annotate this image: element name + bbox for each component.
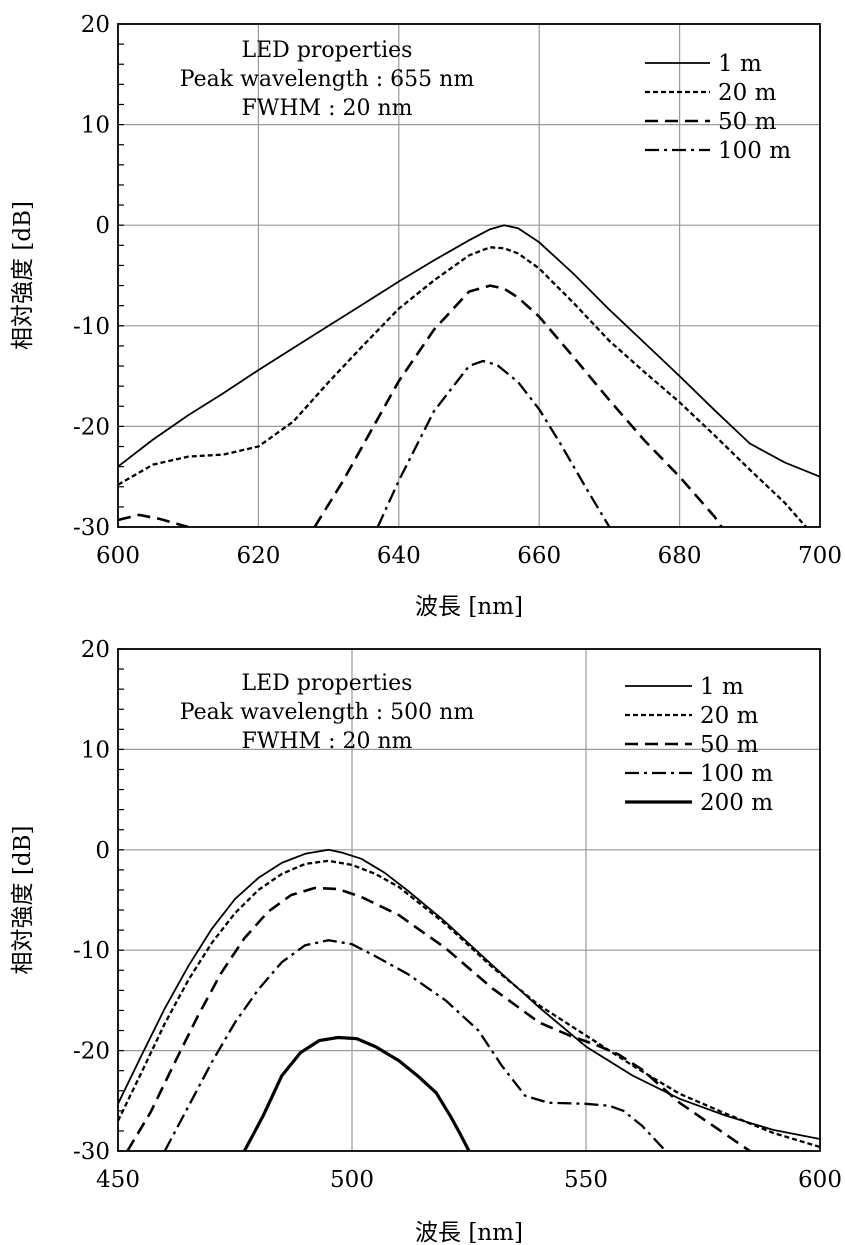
legend-label: 100 m: [700, 761, 773, 787]
annotation-line: Peak wavelength : 655 nm: [180, 67, 475, 92]
y-tick-label: 20: [81, 12, 110, 38]
y-tick-label: -30: [73, 1139, 110, 1165]
legend-label: 20 m: [718, 80, 777, 106]
annotation-line: FWHM : 20 nm: [241, 96, 412, 121]
x-axis-label: 波長 [nm]: [415, 1220, 523, 1245]
x-tick-label: 500: [330, 1167, 374, 1193]
y-tick-label: 0: [95, 213, 110, 239]
legend-label: 50 m: [718, 109, 777, 135]
y-tick-label: -10: [73, 314, 110, 340]
series-line-100m: [163, 939, 667, 1151]
series-line-1m: [118, 224, 820, 478]
y-tick-label: -10: [73, 938, 110, 964]
annotation-line: Peak wavelength : 500 nm: [180, 700, 475, 725]
y-tick-label: -20: [73, 1039, 110, 1065]
y-axis-label: 相対強度 [dB]: [10, 201, 36, 350]
x-tick-label: 600: [96, 543, 140, 569]
legend-label: 100 m: [718, 138, 791, 164]
legend-label: 200 m: [700, 790, 773, 816]
legend-label: 20 m: [700, 703, 759, 729]
y-tick-label: 10: [81, 113, 110, 139]
series-line-50m: [118, 284, 723, 527]
y-tick-label: 0: [95, 838, 110, 864]
legend-label: 1 m: [718, 51, 762, 77]
x-tick-label: 600: [798, 1167, 842, 1193]
y-tick-label: 20: [81, 637, 110, 663]
series-line-20m: [118, 246, 807, 527]
x-tick-label: 660: [517, 543, 561, 569]
y-tick-label: 10: [81, 737, 110, 763]
annotation-line: LED properties: [242, 38, 413, 63]
legend: 1 m 20 m 50 m 100 m 200 m: [625, 674, 773, 816]
series-line-50m: [126, 886, 751, 1151]
y-axis-label: 相対強度 [dB]: [10, 826, 36, 975]
plot-area: [118, 24, 820, 527]
y-tick-label: -20: [73, 414, 110, 440]
plot-frame: [117, 648, 821, 1152]
y-tick-label: -30: [73, 515, 110, 541]
series-line-20m: [118, 859, 820, 1149]
x-tick-label: 620: [236, 543, 280, 569]
series-line-1m: [118, 848, 820, 1140]
x-tick-label: 550: [564, 1167, 608, 1193]
legend-label: 1 m: [700, 674, 744, 700]
series-line-200m: [242, 1035, 471, 1151]
annotation-line: LED properties: [242, 671, 413, 696]
legend-label: 50 m: [700, 732, 759, 758]
plot-frame: [117, 23, 821, 528]
x-axis-label: 波長 [nm]: [415, 594, 523, 620]
x-tick-label: 640: [377, 543, 421, 569]
x-tick-label: 700: [798, 543, 842, 569]
annotation-line: FWHM : 20 nm: [241, 729, 412, 754]
x-tick-label: 680: [658, 543, 702, 569]
legend: 1 m 20 m 50 m 100 m: [645, 51, 791, 164]
x-tick-label: 450: [96, 1167, 140, 1193]
series-line-100m: [376, 359, 611, 527]
